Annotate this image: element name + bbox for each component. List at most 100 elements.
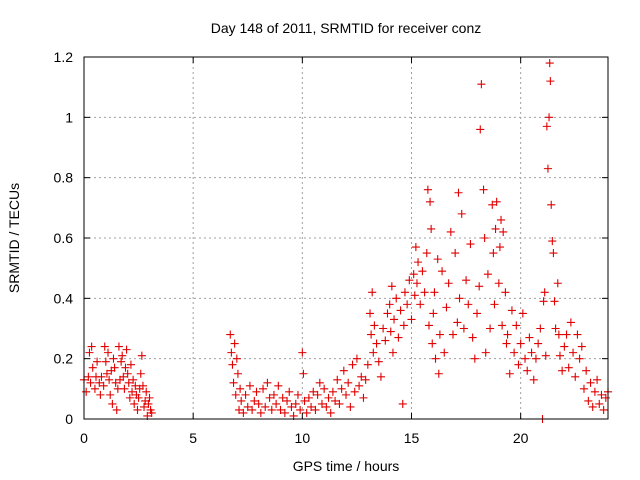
data-point (352, 354, 361, 363)
data-point (232, 354, 241, 363)
data-point (133, 405, 142, 414)
data-point (545, 58, 554, 68)
data-point (416, 300, 425, 309)
x-axis-label: GPS time / hours (293, 458, 400, 474)
data-point (502, 339, 511, 348)
data-point (304, 393, 313, 402)
data-point (551, 324, 560, 333)
data-point (403, 300, 412, 309)
data-point (573, 330, 582, 339)
y-axis-label: SRMTID / TECUs (6, 183, 22, 293)
data-point (466, 239, 475, 249)
data-point (424, 321, 434, 330)
plot-frame (83, 56, 609, 420)
data-point (501, 288, 510, 297)
data-point (518, 309, 527, 318)
data-point (129, 375, 138, 384)
data-point (489, 249, 498, 258)
data-point (346, 402, 355, 411)
data-point (261, 402, 270, 411)
data-point (236, 384, 245, 393)
data-point (142, 387, 151, 396)
data-point (597, 390, 606, 399)
grid (84, 57, 608, 419)
y-tick-label: 0.2 (54, 351, 74, 367)
data-point (389, 315, 399, 324)
data-point (267, 405, 276, 414)
data-point (464, 300, 473, 309)
data-point (299, 369, 308, 378)
data-point (468, 333, 477, 342)
y-tick-label: 0.4 (54, 290, 74, 306)
data-point (492, 197, 501, 206)
data-point (503, 330, 512, 339)
data-point (386, 327, 395, 336)
y-tick-labels: 0 0.2 0.4 0.6 0.8 1 1.2 (54, 49, 74, 427)
data-point (542, 122, 551, 131)
data-point (135, 384, 144, 393)
data-point (454, 188, 463, 197)
data-point (122, 345, 131, 354)
data-point (248, 405, 257, 414)
data-point (102, 369, 111, 378)
data-point (136, 369, 145, 378)
data-point (399, 321, 408, 330)
data-point (350, 387, 359, 396)
y-tick-label: 0 (65, 411, 73, 427)
data-point (593, 375, 602, 384)
data-point (278, 393, 287, 402)
data-point (369, 348, 378, 357)
data-point (539, 297, 548, 306)
data-point (121, 363, 130, 372)
data-point (531, 354, 540, 363)
data-point (381, 336, 390, 345)
data-point (229, 378, 238, 387)
data-point (355, 381, 364, 390)
data-point (505, 369, 514, 378)
data-point (112, 405, 121, 414)
data-point (480, 233, 489, 243)
data-point (331, 396, 340, 405)
data-point (400, 288, 409, 297)
y-tick-label: 1 (65, 109, 73, 125)
data-point (344, 378, 353, 387)
data-point (339, 366, 348, 375)
data-point (588, 402, 597, 411)
x-tick-label: 10 (295, 430, 311, 446)
data-point (245, 381, 254, 390)
data-point (125, 393, 134, 402)
data-point (293, 390, 303, 399)
data-point (534, 339, 543, 348)
data-point (348, 360, 357, 369)
data-point (543, 164, 553, 173)
data-point (227, 348, 236, 357)
data-point (453, 318, 462, 327)
data-point (287, 402, 296, 411)
data-point (435, 330, 444, 339)
data-point (411, 243, 420, 252)
data-point (101, 357, 110, 366)
data-point (359, 393, 368, 402)
data-point (298, 348, 307, 357)
data-point (370, 321, 379, 330)
data-point (420, 288, 429, 297)
data-point (523, 366, 532, 375)
data-point (269, 390, 278, 399)
data-point (250, 396, 259, 405)
data-point (476, 125, 485, 134)
data-point (540, 288, 549, 297)
data-point (549, 249, 558, 258)
data-point (566, 318, 575, 327)
data-point (230, 339, 239, 348)
data-point (546, 77, 555, 86)
data-point (138, 381, 147, 390)
data-point (283, 396, 292, 405)
data-point (95, 378, 104, 387)
data-point (85, 348, 94, 357)
axis-ticks (83, 56, 608, 420)
y-tick-label: 0.6 (54, 230, 74, 246)
data-point (315, 378, 324, 387)
data-point (584, 396, 593, 405)
data-point (88, 363, 97, 372)
data-point (109, 354, 118, 363)
